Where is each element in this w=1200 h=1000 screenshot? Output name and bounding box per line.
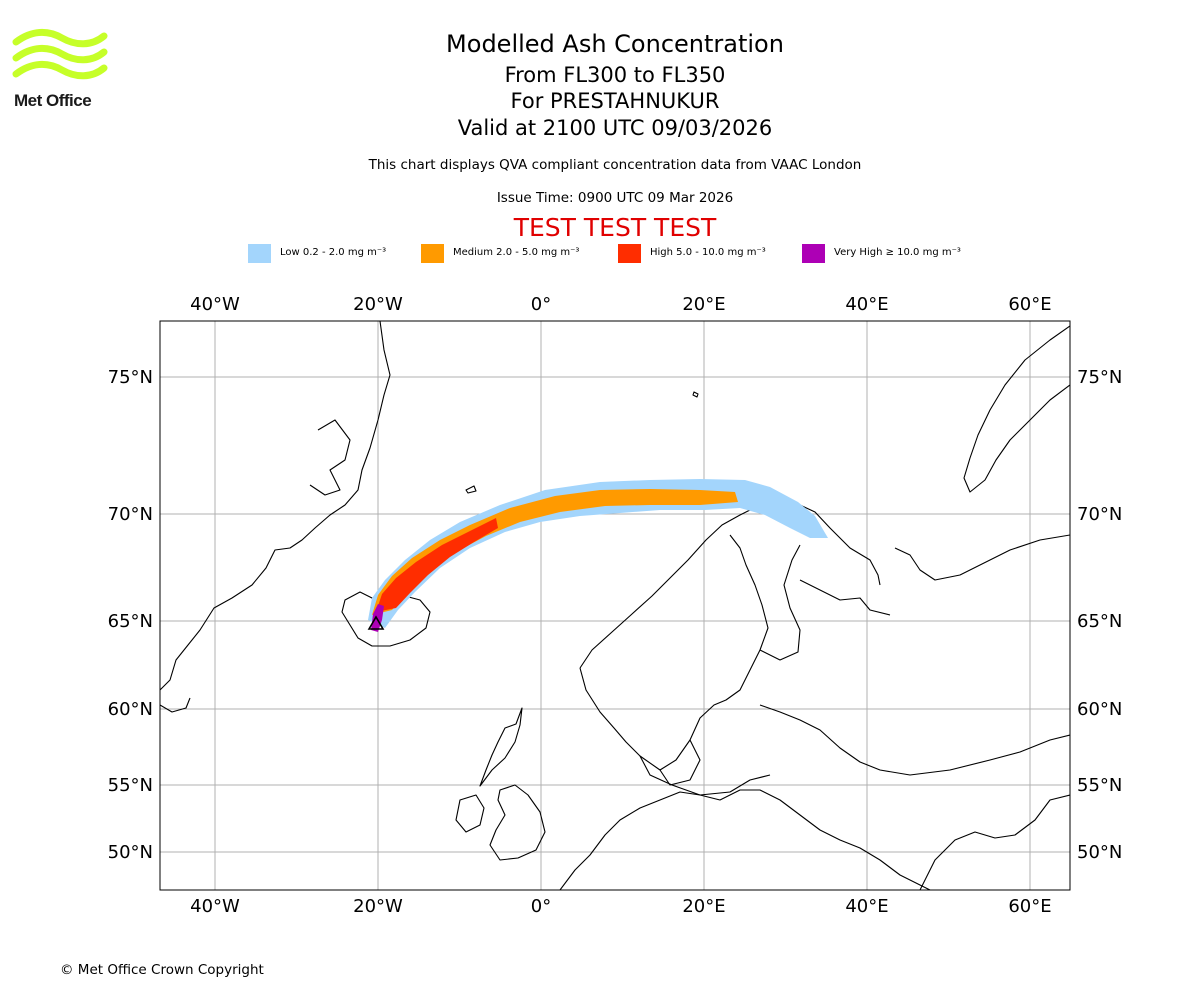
lon-label-top: 40°W xyxy=(190,294,240,315)
lat-label-left: 55°N xyxy=(108,775,153,796)
chart-title: Modelled Ash Concentration xyxy=(446,30,784,58)
lat-label-right: 55°N xyxy=(1077,775,1122,796)
lon-label-top: 60°E xyxy=(1008,294,1051,315)
lon-label-bottom: 20°W xyxy=(353,896,403,917)
lat-label-left: 75°N xyxy=(108,367,153,388)
lon-label-bottom: 60°E xyxy=(1008,896,1051,917)
legend-label-medium: Medium 2.0 - 5.0 mg m⁻³ xyxy=(453,247,580,258)
ash-plume-low xyxy=(368,479,828,628)
lat-label-left: 50°N xyxy=(108,842,153,863)
lon-label-bottom: 40°W xyxy=(190,896,240,917)
flight-levels: From FL300 to FL350 xyxy=(504,63,726,87)
legend-swatch-high xyxy=(618,244,641,263)
gridlines xyxy=(160,321,1070,890)
met-office-logo-icon xyxy=(12,29,108,80)
ash-plume-high xyxy=(376,518,498,612)
legend-swatch-very-high xyxy=(802,244,825,263)
legend-label-low: Low 0.2 - 2.0 mg m⁻³ xyxy=(280,247,387,258)
lon-label-bottom: 20°E xyxy=(682,896,725,917)
legend-swatch-medium xyxy=(421,244,444,263)
latitude-labels-left: 75°N 70°N 65°N 60°N 55°N 50°N xyxy=(108,367,153,863)
lon-label-top: 20°E xyxy=(682,294,725,315)
lon-label-bottom: 40°E xyxy=(845,896,888,917)
legend-label-very-high: Very High ≥ 10.0 mg m⁻³ xyxy=(834,247,961,258)
lon-label-bottom: 0° xyxy=(531,896,551,917)
lat-label-right: 70°N xyxy=(1077,504,1122,525)
lat-label-left: 65°N xyxy=(108,611,153,632)
lat-label-right: 65°N xyxy=(1077,611,1122,632)
longitude-labels-top: 40°W 20°W 0° 20°E 40°E 60°E xyxy=(190,294,1051,315)
description: This chart displays QVA compliant concen… xyxy=(368,157,862,173)
lat-label-left: 70°N xyxy=(108,504,153,525)
lon-label-top: 20°W xyxy=(353,294,403,315)
latitude-labels-right: 75°N 70°N 65°N 60°N 55°N 50°N xyxy=(1077,367,1122,863)
test-banner: TEST TEST TEST xyxy=(513,213,717,242)
copyright: © Met Office Crown Copyright xyxy=(60,962,264,978)
lat-label-right: 50°N xyxy=(1077,842,1122,863)
valid-time: Valid at 2100 UTC 09/03/2026 xyxy=(457,116,773,140)
lat-label-right: 75°N xyxy=(1077,367,1122,388)
logo-text: Met Office xyxy=(14,91,92,110)
legend-swatch-low xyxy=(248,244,271,263)
issue-time: Issue Time: 0900 UTC 09 Mar 2026 xyxy=(496,190,734,206)
lat-label-right: 60°N xyxy=(1077,699,1122,720)
map-frame xyxy=(159,320,1071,891)
volcano-name: For PRESTAHNUKUR xyxy=(510,89,720,113)
legend-label-high: High 5.0 - 10.0 mg m⁻³ xyxy=(650,247,766,258)
longitude-labels-bottom: 40°W 20°W 0° 20°E 40°E 60°E xyxy=(190,896,1051,917)
volcano-marker-icon xyxy=(367,615,385,630)
lon-label-top: 0° xyxy=(531,294,551,315)
lat-label-left: 60°N xyxy=(108,699,153,720)
lon-label-top: 40°E xyxy=(845,294,888,315)
coastlines xyxy=(160,321,1070,890)
